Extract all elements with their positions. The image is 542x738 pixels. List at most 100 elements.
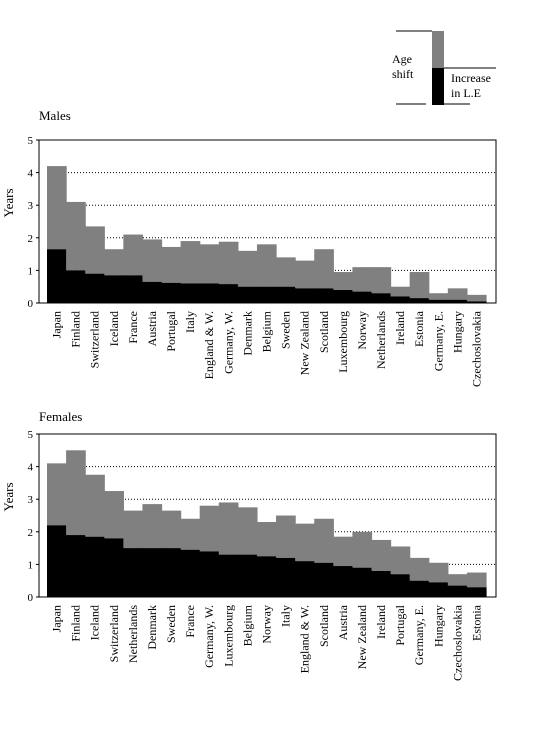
males-bar-increase <box>85 273 105 303</box>
males-bar-age-shift <box>161 246 182 283</box>
males-plot: Japan Finland Switzerland Iceland France Aust… <box>28 135 497 387</box>
females-y-tick-label: 3 <box>28 494 34 506</box>
males-bar-increase <box>295 288 315 303</box>
females-bar-increase <box>276 557 296 597</box>
females-bar-age-shift <box>352 531 373 568</box>
females-bar-increase <box>123 548 144 597</box>
males-category-label: Iceland <box>107 311 121 346</box>
males-bar-age-shift <box>256 244 277 287</box>
males-bar-increase <box>256 286 277 303</box>
males-bar-age-shift <box>104 249 124 276</box>
females-category-label: Czechoslovakia <box>450 604 464 681</box>
females-category-label: Portugal <box>393 604 407 645</box>
males-category-label: Norway <box>355 311 369 350</box>
females-bar-age-shift <box>428 562 449 583</box>
legend-shift-label-1: Age <box>392 52 412 66</box>
legend-increase-swatch <box>432 68 444 105</box>
females-bar-increase <box>333 566 353 597</box>
males-bar-increase <box>428 299 449 303</box>
females-category-label: Denmark <box>145 605 159 650</box>
males-bar-age-shift <box>390 286 411 297</box>
males-bar-age-shift <box>180 241 201 284</box>
males-category-label: New Zealand <box>298 311 312 375</box>
females-bar-increase <box>218 554 239 597</box>
males-y-tick-label: 0 <box>28 298 34 310</box>
males-bar-age-shift <box>276 257 296 287</box>
females-y-tick-label: 1 <box>28 559 34 571</box>
females-bar-increase <box>161 548 182 597</box>
males-bar-age-shift <box>352 267 373 292</box>
males-category-label: Japan <box>50 311 64 338</box>
males-bar-increase <box>352 291 373 303</box>
males-plot-frame <box>38 139 497 304</box>
females-category-label: Netherlands <box>126 605 140 663</box>
males-category-label: Estonia <box>412 310 426 347</box>
females-category-label: Scotland <box>317 605 331 647</box>
females-category-label: Iceland <box>88 605 102 640</box>
females-bar-increase <box>371 570 392 597</box>
females-bar-age-shift <box>409 557 430 581</box>
males-bar-age-shift <box>199 244 220 284</box>
males-bar-age-shift <box>237 250 258 287</box>
legend-shift-label-2: shift <box>392 67 414 81</box>
females-bar-age-shift <box>123 510 144 549</box>
females-bar-age-shift <box>161 510 182 549</box>
females-panel: Females Years Japan Finland Iceland Switzer… <box>1 409 497 681</box>
males-category-label: Belgium <box>260 310 274 352</box>
females-category-label: Germany, E. <box>412 605 426 665</box>
females-bar-age-shift <box>276 515 296 558</box>
males-bar-age-shift <box>466 294 487 302</box>
females-category-label: Finland <box>69 605 83 642</box>
males-category-label: Sweden <box>279 311 293 349</box>
females-bar-age-shift <box>295 523 315 562</box>
males-y-tick-label: 3 <box>28 200 34 212</box>
males-category-label: Hungary <box>450 311 464 353</box>
males-category-label: Portugal <box>164 310 178 351</box>
females-category-label: Austria <box>336 604 350 640</box>
females-plot-frame <box>38 433 497 598</box>
males-bar-age-shift <box>428 293 449 300</box>
females-bar-age-shift <box>390 546 411 575</box>
females-bar-age-shift <box>466 572 487 588</box>
males-bar-age-shift <box>333 272 353 290</box>
females-category-label: England & W. <box>298 605 312 673</box>
males-y-tick-label: 5 <box>28 135 34 147</box>
males-category-label: Germany, W. <box>221 311 235 374</box>
females-bar-age-shift <box>104 491 124 539</box>
males-bar-age-shift <box>123 234 144 276</box>
males-bar-age-shift <box>85 226 105 274</box>
females-bar-increase <box>314 562 334 597</box>
females-category-label: Estonia <box>469 604 483 641</box>
females-bar-age-shift <box>199 505 220 552</box>
males-bar-age-shift <box>47 166 67 250</box>
females-category-label: Italy <box>279 605 293 627</box>
males-bar-increase <box>276 286 296 303</box>
males-bar-age-shift <box>371 267 392 294</box>
males-category-label: Luxembourg <box>336 311 350 373</box>
males-category-label: Denmark <box>240 311 254 356</box>
males-category-label: Germany, E. <box>431 311 445 371</box>
males-category-label: Ireland <box>393 311 407 345</box>
females-bar-increase <box>390 574 411 597</box>
females-category-label: Belgium <box>240 604 254 646</box>
males-y-tick-label: 1 <box>28 265 34 277</box>
males-bar-increase <box>333 289 353 303</box>
males-bar-age-shift <box>142 239 163 282</box>
males-y-axis-label: Years <box>1 188 16 217</box>
females-bar-increase <box>466 587 487 597</box>
females-category-label: Luxembourg <box>221 605 235 667</box>
females-category-label: France <box>183 605 197 638</box>
females-y-tick-label: 5 <box>28 429 34 441</box>
females-category-label: Switzerland <box>107 605 121 662</box>
males-y-tick-label: 4 <box>28 168 34 180</box>
males-category-label: Netherlands <box>374 311 388 369</box>
females-bar-age-shift <box>333 536 353 567</box>
males-bar-increase <box>47 249 67 303</box>
males-bar-age-shift <box>218 241 239 285</box>
males-bar-increase <box>142 281 163 303</box>
females-plot: Japan Finland Iceland Switzerland Netherland… <box>28 429 497 681</box>
males-category-label: France <box>126 311 140 344</box>
females-bar-age-shift <box>180 518 201 550</box>
females-bar-age-shift <box>85 474 105 537</box>
males-category-label: Finland <box>69 311 83 348</box>
